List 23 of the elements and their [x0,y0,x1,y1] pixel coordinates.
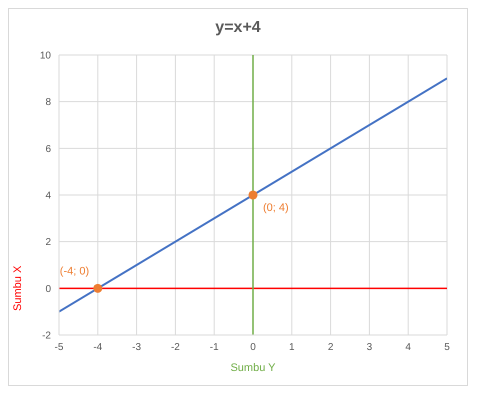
chart-title: y=x+4 [214,18,262,38]
x-tick-label: 5 [444,342,450,354]
x-tick-label: 1 [289,342,296,354]
y-tick-label: 10 [40,50,52,62]
x-tick-label: -5 [54,342,64,354]
x-tick-label: -3 [132,342,142,354]
y-tick-label: 6 [45,144,52,155]
x-tick-label: -4 [93,342,103,354]
y-tick-label: -2 [42,330,52,342]
x-tick-label: 3 [366,342,373,354]
x-tick-label: 2 [328,342,334,354]
x-tick-label: -2 [170,342,180,354]
y-tick-label: 4 [45,190,52,202]
x-tick-label: 0 [250,342,256,354]
y-tick-label: 8 [45,97,52,108]
annotation: (-4; 0) [60,265,90,278]
y-tick-label: 2 [45,237,52,248]
x-tick-label: -1 [210,342,220,354]
annotation: (0; 4) [263,202,289,214]
ref-line-label: Sumbu X [12,265,24,311]
y-tick-label: 0 [45,284,52,295]
ref-line-label: Sumbu Y [230,362,276,374]
x-tick-label: 4 [405,342,412,354]
